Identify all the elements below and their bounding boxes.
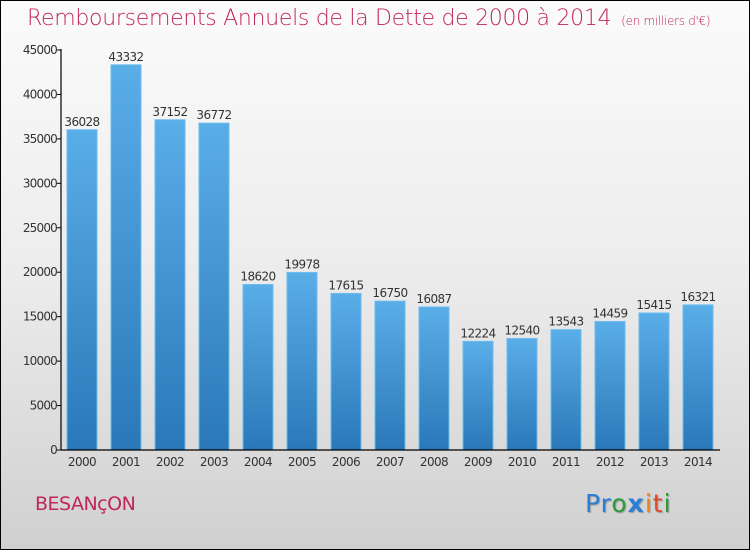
bar-2010 — [506, 338, 538, 451]
y-tick-label-35000: 35000 — [23, 132, 57, 146]
x-tick-label-2010: 2010 — [508, 455, 536, 469]
bar-2005 — [286, 271, 318, 451]
logo-letter: x — [627, 489, 645, 518]
y-tick-label-20000: 20000 — [23, 265, 57, 279]
bar-2012 — [594, 320, 626, 451]
chart-title-text: Remboursements Annuels de la Dette de 20… — [27, 6, 612, 31]
y-tick-label-25000: 25000 — [23, 221, 57, 235]
data-label-2003: 36772 — [196, 108, 231, 122]
bar-2013 — [638, 312, 670, 451]
data-label-2007: 16750 — [372, 286, 407, 300]
x-tick-label-2014: 2014 — [684, 455, 712, 469]
bar-2001 — [110, 64, 142, 451]
x-tick-label-2007: 2007 — [376, 455, 404, 469]
data-label-2013: 15415 — [636, 298, 671, 312]
x-tick-label-2011: 2011 — [552, 455, 580, 469]
data-label-2008: 16087 — [416, 292, 451, 306]
bar-2002 — [154, 119, 186, 451]
logo-letter: r — [600, 489, 612, 518]
data-label-2005: 19978 — [284, 257, 319, 271]
x-tick-label-2008: 2008 — [420, 455, 448, 469]
bar-2007 — [374, 300, 406, 451]
y-tick-label-5000: 5000 — [30, 399, 58, 413]
proxiti-logo[interactable]: Proxiti — [585, 489, 672, 518]
bar-2003 — [198, 122, 230, 451]
x-tick-label-2003: 2003 — [200, 455, 228, 469]
x-tick-label-2000: 2000 — [68, 455, 96, 469]
data-label-2011: 13543 — [548, 315, 583, 329]
bar-2004 — [242, 283, 274, 451]
data-label-2009: 12224 — [460, 326, 495, 340]
y-tick-label-15000: 15000 — [23, 310, 57, 324]
city-name: BESANçON — [35, 493, 136, 515]
x-tick-label-2004: 2004 — [244, 455, 272, 469]
x-tick-label-2006: 2006 — [332, 455, 360, 469]
chart-unit: (en milliers d'€) — [621, 14, 711, 28]
x-tick-label-2002: 2002 — [156, 455, 184, 469]
data-label-2012: 14459 — [592, 306, 627, 320]
logo-letter: o — [611, 489, 628, 518]
y-tick-label-30000: 30000 — [23, 176, 57, 190]
data-label-2014: 16321 — [680, 290, 715, 304]
bar-2006 — [330, 292, 362, 451]
x-tick-label-2005: 2005 — [288, 455, 316, 469]
data-label-2001: 43332 — [108, 50, 143, 64]
data-label-2004: 18620 — [240, 269, 275, 283]
bar-2011 — [550, 329, 582, 451]
logo-letter: t — [652, 489, 664, 518]
bar-2000 — [66, 129, 98, 451]
logo-letter: P — [585, 489, 601, 518]
y-tick-label-0: 0 — [50, 443, 57, 457]
bar-2008 — [418, 306, 450, 451]
logo-letter: i — [644, 489, 653, 518]
data-label-2006: 17615 — [328, 278, 363, 292]
x-tick-label-2012: 2012 — [596, 455, 624, 469]
data-label-2002: 37152 — [152, 105, 187, 119]
x-tick-label-2001: 2001 — [112, 455, 140, 469]
data-label-2000: 36028 — [64, 115, 99, 129]
x-tick-label-2009: 2009 — [464, 455, 492, 469]
chart-title: Remboursements Annuels de la Dette de 20… — [27, 6, 711, 31]
data-label-2010: 12540 — [504, 324, 539, 338]
logo-letter: i — [663, 489, 672, 518]
x-tick-label-2013: 2013 — [640, 455, 668, 469]
bar-2009 — [462, 340, 494, 451]
y-tick-label-40000: 40000 — [23, 87, 57, 101]
bar-2014 — [682, 304, 714, 451]
y-tick-label-10000: 10000 — [23, 354, 57, 368]
y-tick-label-45000: 45000 — [23, 43, 57, 57]
